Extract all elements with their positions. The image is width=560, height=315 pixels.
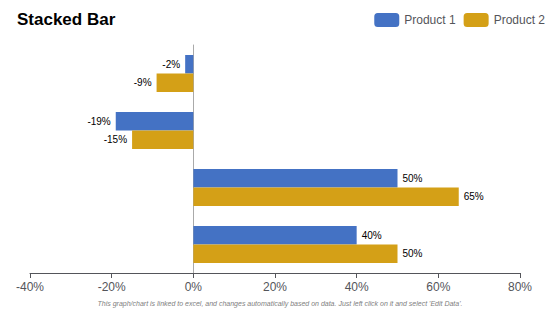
- svg-text:40%: 40%: [345, 280, 369, 294]
- svg-text:Product 1: Product 1: [404, 13, 456, 27]
- svg-text:-20%: -20%: [98, 280, 126, 294]
- svg-text:Stacked Bar: Stacked Bar: [17, 10, 116, 29]
- svg-text:50%: 50%: [403, 248, 423, 259]
- svg-text:60%: 60%: [426, 280, 450, 294]
- svg-text:-19%: -19%: [87, 116, 110, 127]
- svg-text:50%: 50%: [403, 173, 423, 184]
- svg-text:20%: 20%: [263, 280, 287, 294]
- svg-text:80%: 80%: [508, 280, 532, 294]
- svg-text:0%: 0%: [185, 280, 203, 294]
- svg-text:This graph/chart is linked to: This graph/chart is linked to excel, and…: [98, 300, 463, 308]
- svg-text:-9%: -9%: [134, 77, 152, 88]
- svg-text:-15%: -15%: [104, 134, 127, 145]
- svg-text:65%: 65%: [464, 191, 484, 202]
- svg-text:40%: 40%: [362, 230, 382, 241]
- svg-text:-2%: -2%: [162, 59, 180, 70]
- svg-text:-40%: -40%: [16, 280, 44, 294]
- svg-text:Product 2: Product 2: [494, 13, 546, 27]
